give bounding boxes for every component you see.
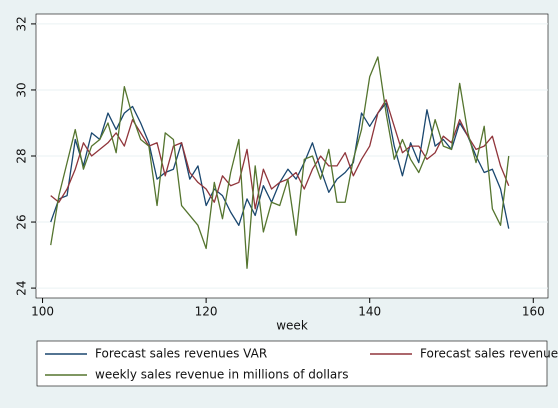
legend-label: Forecast sales revenues AR — [420, 347, 558, 361]
legend-label: Forecast sales revenues VAR — [95, 347, 267, 361]
y-tick-label: 24 — [15, 280, 29, 295]
legend-label: weekly sales revenue in millions of doll… — [95, 368, 348, 382]
y-tick-label: 30 — [15, 82, 29, 97]
y-tick-label: 28 — [15, 148, 29, 163]
y-tick-label: 26 — [15, 214, 29, 229]
series-line — [50, 99, 510, 210]
y-tick-label: 32 — [15, 16, 29, 31]
x-tick-label: 160 — [522, 305, 545, 319]
x-tick-label: 140 — [358, 305, 381, 319]
x-tick-label: 100 — [31, 305, 54, 319]
series-line — [50, 56, 510, 269]
legend — [36, 340, 548, 387]
x-axis-label: week — [276, 319, 308, 333]
x-tick-label: 120 — [195, 305, 218, 319]
